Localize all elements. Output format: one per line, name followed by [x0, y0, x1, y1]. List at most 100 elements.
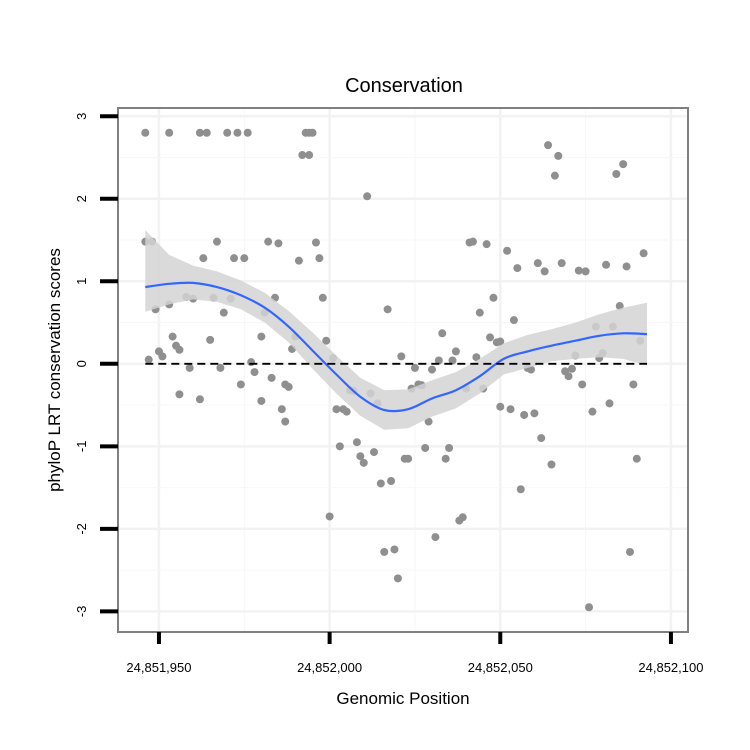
data-point [250, 368, 259, 377]
data-point [530, 409, 539, 418]
data-point [264, 237, 273, 246]
data-point [212, 237, 221, 246]
data-point [424, 417, 433, 426]
data-point [356, 452, 365, 461]
data-point [247, 358, 256, 367]
data-point [393, 574, 402, 583]
data-point [564, 372, 573, 381]
x-tick-label: 24,851,950 [126, 660, 191, 675]
x-axis-label: Genomic Position [336, 689, 469, 708]
data-point [311, 238, 320, 247]
data-point [240, 254, 249, 263]
smooth-line [145, 281, 648, 413]
data-point [445, 443, 454, 452]
data-point [431, 533, 440, 542]
data-point [175, 390, 184, 399]
y-axis-label: phyloP LRT conservation scores [45, 248, 64, 492]
data-point [629, 380, 638, 389]
data-point [168, 332, 177, 341]
x-tick-label: 24,852,050 [468, 660, 533, 675]
data-point [318, 293, 327, 302]
data-point [458, 513, 467, 522]
data-point [625, 547, 634, 556]
data-point [195, 128, 204, 137]
chart-title: Conservation [345, 75, 463, 97]
data-point [257, 332, 266, 341]
data-point [486, 333, 495, 342]
data-point [294, 256, 303, 265]
data-point [342, 407, 351, 416]
data-point [574, 266, 583, 275]
data-point [223, 128, 232, 137]
data-point [612, 170, 621, 179]
data-point [533, 259, 542, 268]
data-point [322, 336, 331, 345]
data-point [544, 141, 553, 150]
data-point [376, 479, 385, 488]
data-point [219, 308, 228, 317]
data-point [516, 485, 525, 494]
data-point [387, 476, 396, 485]
data-point [441, 454, 450, 463]
data-point [165, 128, 174, 137]
data-point [185, 363, 194, 372]
data-point [605, 399, 614, 408]
data-point [567, 364, 576, 373]
data-point [550, 171, 559, 180]
y-tick-label: 2 [74, 195, 89, 202]
y-tick-label: 0 [74, 360, 89, 367]
data-point [141, 128, 150, 137]
y-tick-label: -3 [74, 606, 89, 618]
data-point [619, 160, 628, 169]
x-tick-label: 24,852,100 [638, 660, 703, 675]
panel-border [117, 107, 689, 633]
data-point [438, 329, 447, 338]
data-point [585, 603, 594, 612]
data-point [369, 448, 378, 457]
data-point [298, 151, 307, 160]
data-point [421, 443, 430, 452]
data-point [434, 356, 443, 365]
data-point [206, 335, 215, 344]
data-point [359, 458, 368, 467]
data-point [588, 407, 597, 416]
data-point [496, 402, 505, 411]
data-point [308, 128, 317, 137]
data-point [581, 267, 590, 276]
data-point [602, 260, 611, 269]
data-point [199, 254, 208, 263]
data-point [158, 352, 167, 361]
data-point [397, 352, 406, 361]
data-point [243, 128, 252, 137]
data-point [410, 363, 419, 372]
data-point [236, 380, 245, 389]
data-point [509, 316, 518, 325]
data-point [632, 454, 641, 463]
x-tick-label: 24,852,000 [297, 660, 362, 675]
y-tick-label: -2 [74, 523, 89, 535]
data-point [284, 382, 293, 391]
data-point [144, 355, 153, 364]
confidence-band [145, 230, 648, 430]
data-point [520, 410, 529, 419]
data-point [383, 305, 392, 314]
data-point [257, 396, 266, 405]
data-point [281, 417, 290, 426]
data-point [233, 128, 242, 137]
data-point [325, 512, 334, 521]
data-point [390, 545, 399, 554]
data-point [305, 151, 314, 160]
data-point [277, 405, 286, 414]
data-point [513, 264, 522, 273]
data-point [332, 405, 341, 414]
data-point [506, 405, 515, 414]
data-point [639, 249, 648, 258]
data-point [547, 460, 556, 469]
data-point [540, 267, 549, 276]
data-point [448, 356, 457, 365]
data-point [468, 237, 477, 246]
data-point [230, 254, 239, 263]
data-point [380, 547, 389, 556]
data-point [475, 308, 484, 317]
data-point [615, 302, 624, 311]
